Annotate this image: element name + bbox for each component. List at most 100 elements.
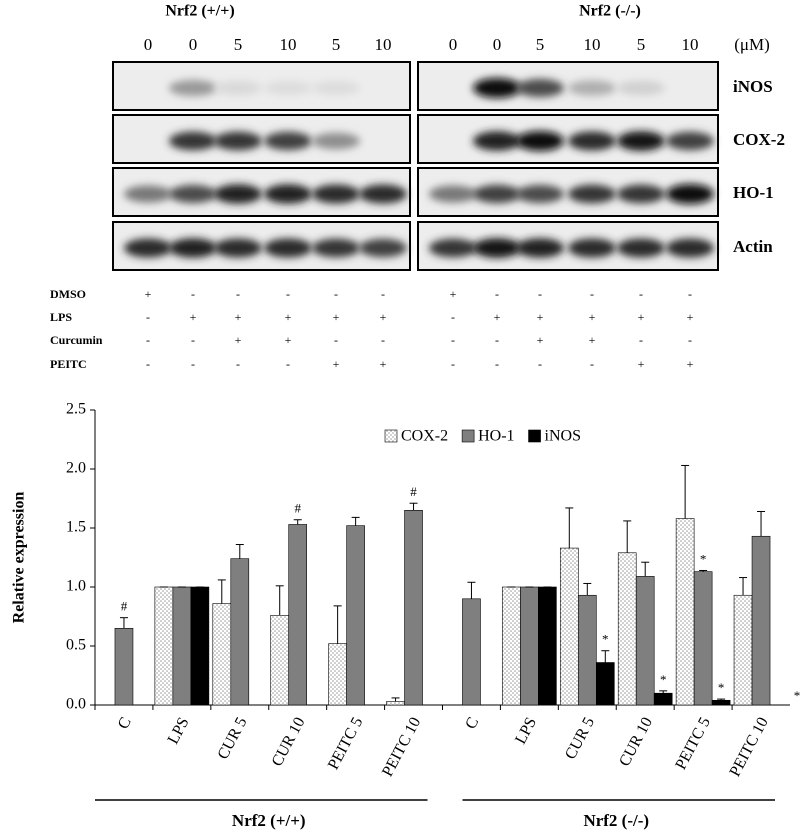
bar [711, 699, 731, 706]
treatment-mark: + [638, 357, 645, 371]
x-tick-label: LPS [165, 715, 193, 747]
treatment-mark: + [537, 310, 544, 324]
treatment-mark: + [190, 310, 197, 324]
treatment-mark: + [285, 333, 292, 347]
treatment-mark: - [451, 357, 455, 371]
treatment-mark: + [333, 310, 340, 324]
blot-band [264, 131, 312, 151]
treatment-mark: + [145, 287, 152, 301]
treatment-mark: - [146, 310, 150, 324]
treatment-mark: - [191, 287, 195, 301]
y-tick-label: 1.0 [66, 578, 86, 595]
concentration-label: 5 [332, 35, 341, 54]
legend-swatch [461, 429, 475, 443]
treatment-mark: - [236, 287, 240, 301]
concentration-label: 5 [536, 35, 545, 54]
treatment-mark: - [191, 333, 195, 347]
bar [751, 535, 771, 706]
blot-band [473, 184, 521, 204]
treatment-mark: - [688, 333, 692, 347]
blot-band [666, 131, 714, 151]
blot-panel [112, 61, 411, 111]
blot-band [617, 131, 665, 151]
blot-band [473, 238, 521, 258]
blot-band [473, 78, 521, 98]
blot-band [516, 131, 564, 151]
y-tick-label: 2.5 [66, 401, 86, 418]
significance-marker: * [602, 632, 609, 647]
treatment-mark: + [285, 310, 292, 324]
treatment-mark: + [494, 310, 501, 324]
treatment-mark: - [381, 333, 385, 347]
blot-band [568, 80, 616, 96]
blot-band [169, 79, 217, 97]
concentration-label: 5 [234, 35, 243, 54]
blot-band [264, 184, 312, 204]
blot-band [312, 238, 360, 258]
blot-band [214, 131, 262, 151]
concentration-label: 0 [449, 35, 458, 54]
group-header: Nrf2 (+/+) [165, 3, 234, 20]
blot-band [568, 238, 616, 258]
treatment-mark: - [639, 287, 643, 301]
concentration-label: 10 [584, 35, 601, 54]
y-tick-label: 0.5 [66, 637, 86, 654]
x-tick-label: C [462, 715, 482, 732]
treatment-mark: + [235, 333, 242, 347]
concentration-label: 0 [144, 35, 153, 54]
concentration-label: 10 [375, 35, 392, 54]
bar [462, 598, 481, 706]
blot-band [617, 80, 665, 96]
blot-band [359, 238, 407, 258]
treatment-mark: - [236, 357, 240, 371]
treatment-mark: + [380, 357, 387, 371]
treatment-mark: - [286, 357, 290, 371]
blot-band [264, 238, 312, 258]
western-blot: Nrf2 (+/+) Nrf2 (-/-) 0 0 5 10 5 10 0 0 5 10 5 10 (μM)… [50, 3, 785, 371]
blot-band [169, 238, 217, 258]
bar [595, 662, 615, 706]
blot-band [617, 184, 665, 204]
treatment-mark: - [286, 287, 290, 301]
y-axis-title: Relative expression [11, 492, 28, 624]
legend-swatch [528, 429, 541, 443]
concentration-label: 5 [637, 35, 646, 54]
bar [172, 586, 192, 706]
treatment-mark: + [537, 333, 544, 347]
treatment-mark: - [334, 333, 338, 347]
blot-band [312, 80, 360, 96]
bar [635, 576, 655, 706]
bar [230, 558, 250, 706]
blot-band [124, 238, 172, 258]
treatment-mark: - [191, 357, 195, 371]
treatment-mark: - [538, 357, 542, 371]
bar [520, 586, 539, 706]
bar [328, 643, 347, 706]
bar [404, 509, 423, 706]
blot-band [516, 184, 564, 204]
significance-marker: * [660, 672, 667, 687]
treatment-label: LPS [50, 310, 72, 324]
blot-band [214, 80, 262, 96]
blot-band [666, 238, 714, 258]
bar [270, 615, 290, 706]
bar [502, 586, 521, 706]
blot-band [214, 184, 262, 204]
protein-label: COX-2 [733, 130, 785, 149]
legend-label: iNOS [545, 428, 581, 445]
bar [538, 586, 557, 706]
treatment-mark: + [687, 357, 694, 371]
treatment-label: PEITC [50, 357, 87, 371]
bar [653, 692, 673, 706]
blot-band [169, 131, 217, 151]
blot-band [516, 78, 564, 98]
blot-band [473, 131, 521, 151]
blot-band [359, 184, 407, 204]
group-label: Nrf2 (-/-) [583, 811, 649, 830]
blot-band [429, 185, 477, 203]
bar [559, 547, 579, 706]
treatment-mark: + [589, 310, 596, 324]
concentration-label: 0 [493, 35, 502, 54]
